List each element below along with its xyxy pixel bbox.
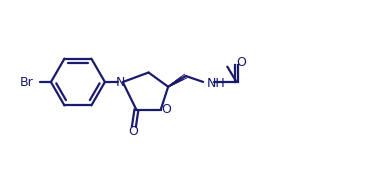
Text: Br: Br bbox=[19, 76, 33, 89]
Text: O: O bbox=[237, 56, 246, 69]
Text: NH: NH bbox=[206, 77, 225, 90]
Text: N: N bbox=[115, 76, 125, 89]
Text: O: O bbox=[128, 125, 138, 138]
Text: O: O bbox=[161, 103, 171, 116]
